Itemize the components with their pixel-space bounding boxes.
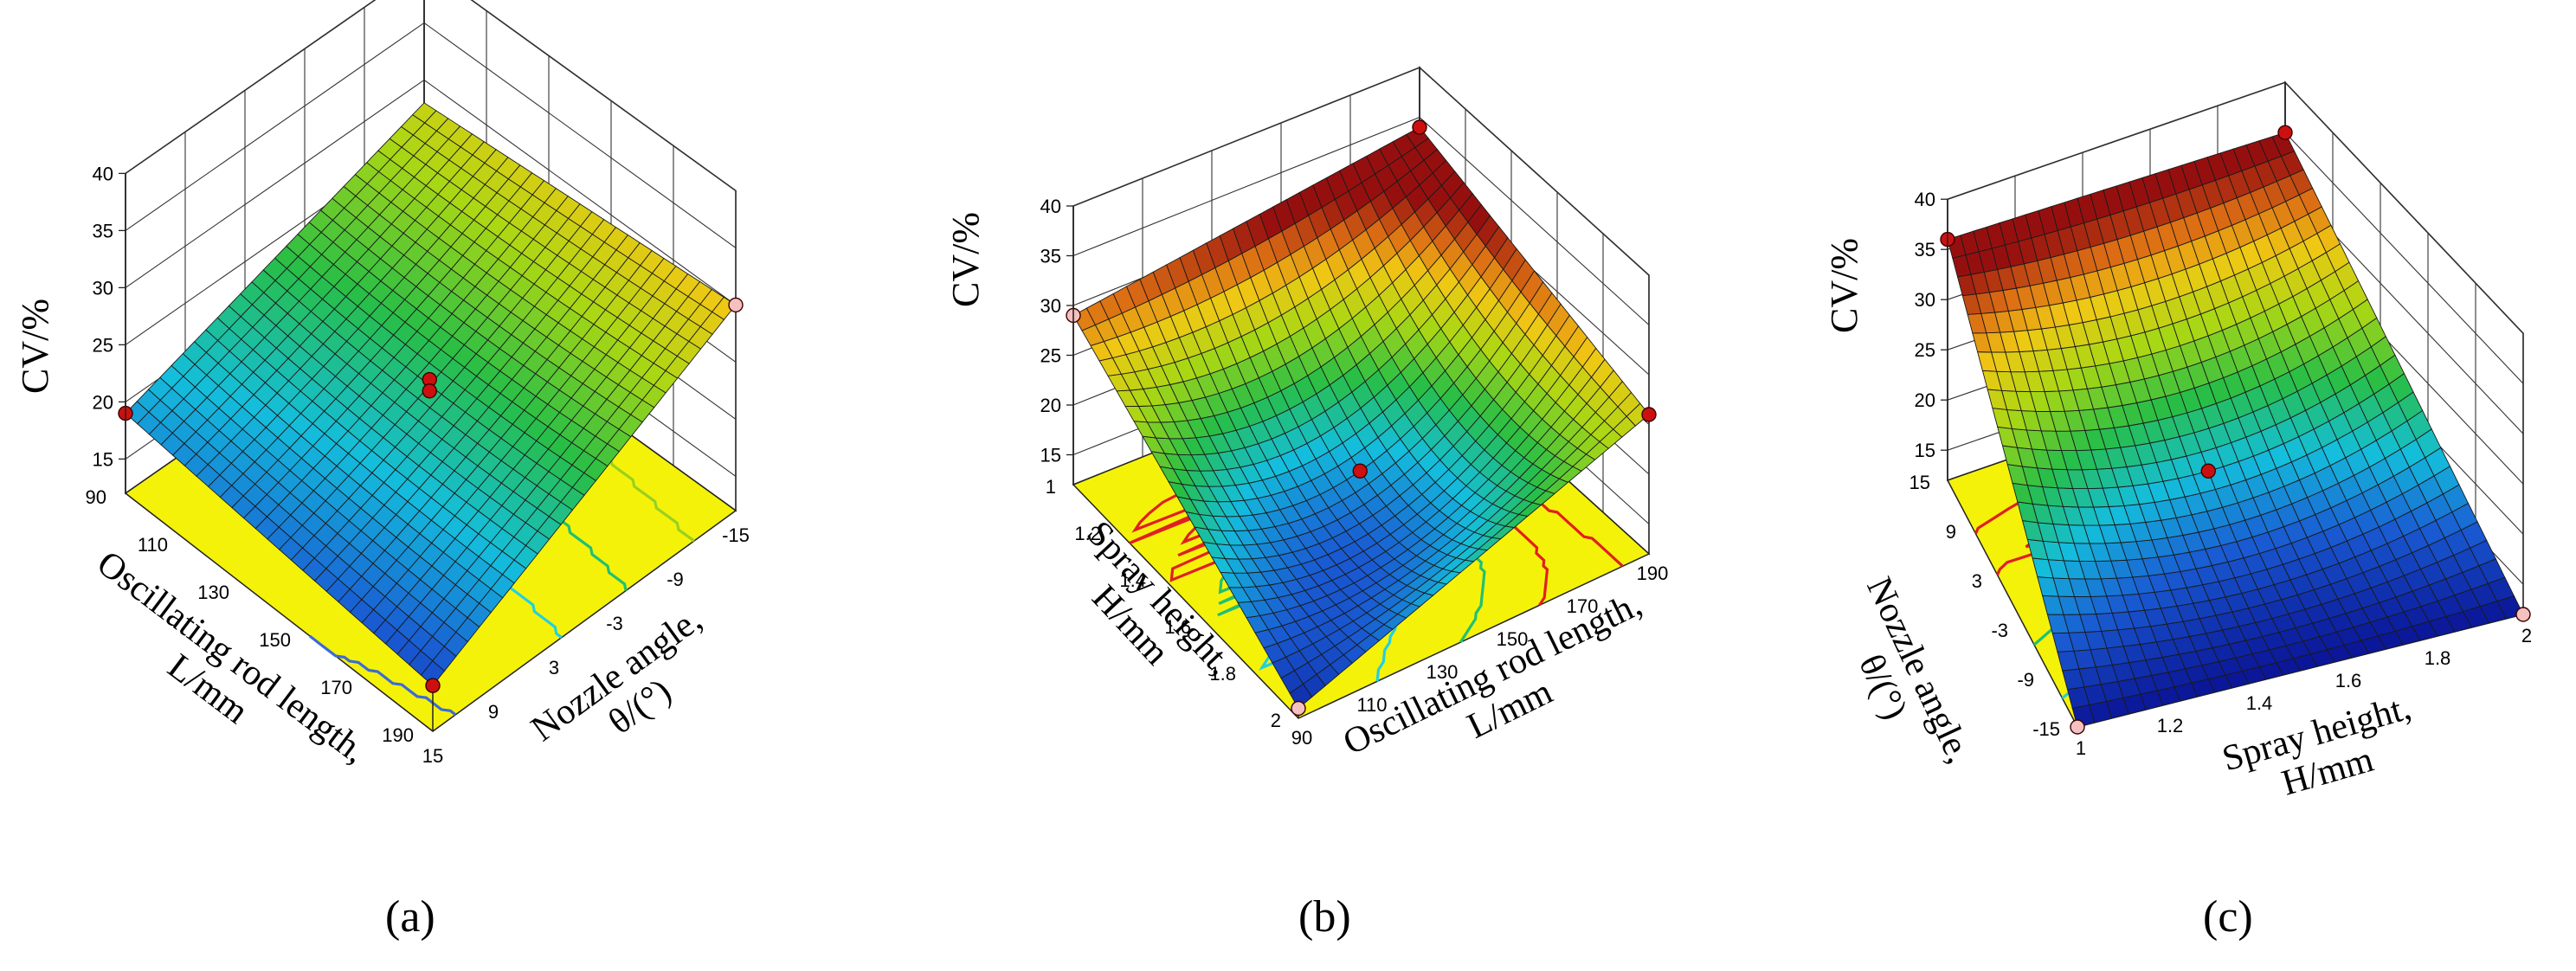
z-tick-label: 35	[1915, 239, 1935, 260]
x-tick-label: 1.8	[1209, 663, 1236, 685]
wall-gridline	[125, 22, 425, 231]
wall-gridline	[423, 22, 737, 248]
design-point	[2277, 125, 2293, 140]
design-point	[1641, 407, 1657, 422]
wall-gridline	[2284, 81, 2524, 334]
z-axis-label: CV/%	[1823, 238, 1865, 333]
design-point	[1412, 119, 1427, 135]
panel-label-b: (b)	[1298, 892, 1351, 942]
y-tick-label: 1	[2076, 737, 2086, 759]
z-tick-label: 35	[1040, 246, 1061, 267]
x-tick-label: -3	[1991, 620, 2008, 641]
y-tick-label: 1.4	[2246, 692, 2273, 714]
z-tick-label: 40	[1040, 196, 1061, 217]
y-tick-label: 170	[1567, 595, 1599, 617]
design-point	[2515, 607, 2531, 622]
z-tick-label: 30	[1040, 295, 1061, 317]
wall-gridline	[1419, 117, 1650, 325]
x-tick-label: 2	[1271, 710, 1281, 731]
x-axis-label: Nozzle angle,θ/(°)	[1822, 571, 1979, 786]
wall-gridline	[423, 79, 737, 305]
y-tick-label: 15	[422, 745, 443, 767]
y-tick-label: 190	[1637, 563, 1669, 584]
contour-line	[309, 634, 457, 717]
z-axis-label: CV/%	[14, 299, 56, 394]
y-tick-label: 90	[1291, 727, 1312, 749]
z-tick-label: 20	[1040, 395, 1061, 416]
x-tick-label: 130	[197, 582, 229, 603]
design-point	[1352, 463, 1368, 479]
x-tick-label: 110	[138, 534, 168, 556]
y-tick-label: -15	[722, 524, 750, 546]
y-tick-label: 130	[1426, 661, 1459, 683]
x-tick-label: 3	[1972, 570, 1982, 592]
x-tick-label: 170	[320, 677, 352, 698]
wall-gridline	[1072, 116, 1420, 257]
x-tick-label: 1	[1046, 476, 1056, 498]
x-tick-label: 1.2	[1074, 523, 1101, 544]
wall-gridline	[1947, 81, 2286, 200]
x-tick-label: 1.6	[1164, 616, 1191, 638]
y-tick-label: 2	[2521, 625, 2532, 646]
y-tick-label: 1.2	[2157, 715, 2184, 736]
z-axis-label: CV/%	[944, 212, 987, 307]
y-tick-label: -9	[667, 569, 684, 590]
y-tick-label: 110	[1356, 694, 1387, 716]
z-tick-label: 20	[1915, 389, 1935, 411]
design-point	[2200, 463, 2216, 479]
z-tick-label: 25	[1915, 339, 1935, 361]
z-tick-label: 15	[1040, 445, 1061, 466]
chart-panel-c: 15 20 25 30 35 40 CV/% 15 9 3 -3 -9 -15 1 1.2 1.4 1.6 1.8…	[1822, 80, 2532, 804]
wall-gridline	[1419, 67, 1650, 276]
design-point	[728, 297, 744, 313]
x-tick-label: 9	[1946, 521, 1956, 543]
x-tick-label: 15	[1909, 472, 1930, 493]
y-tick-label: -3	[606, 613, 623, 634]
z-tick-label: 30	[93, 277, 113, 299]
wall-gridline	[1072, 67, 1420, 207]
x-tick-label: 1.4	[1119, 569, 1146, 591]
y-tick-label: 1.6	[2335, 670, 2362, 691]
y-tick-label: 3	[549, 657, 559, 678]
design-point	[1291, 700, 1306, 717]
z-tick-label: 40	[93, 163, 113, 184]
wall-gridline	[470, 0, 737, 191]
panel-label-c: (c)	[2203, 892, 2253, 942]
x-tick-label: 150	[259, 629, 291, 651]
y-tick-label: 9	[488, 701, 499, 723]
design-point	[2070, 719, 2085, 735]
x-tick-label: 90	[86, 486, 106, 508]
z-tick-label: 20	[93, 391, 113, 413]
y-tick-label: 1.8	[2425, 647, 2451, 669]
z-tick-label: 25	[1040, 345, 1061, 367]
x-tick-label: -15	[2032, 718, 2060, 740]
design-point	[425, 678, 441, 693]
design-point	[422, 383, 437, 399]
y-tick-label: 150	[1497, 628, 1529, 650]
chart-panel-a: 15 20 25 30 35 40 CV/% 90 110 130 150 170 190 15 9 3 -3 -…	[14, 0, 750, 771]
surface-cell	[412, 102, 437, 124]
z-tick-label: 15	[93, 448, 113, 470]
wall-gridline	[2284, 132, 2524, 384]
panel-label-a: (a)	[385, 892, 435, 942]
x-tick-label: -9	[2017, 669, 2034, 691]
wall-gridline	[125, 0, 377, 174]
z-tick-label: 25	[93, 334, 113, 356]
z-tick-label: 15	[1915, 440, 1935, 461]
chart-panel-b: 15 20 25 30 35 40 CV/% 1 1.2 1.4 1.6 1.8 2 90 110 130 15…	[944, 66, 1669, 763]
z-tick-label: 35	[93, 220, 113, 241]
x-tick-label: 190	[382, 724, 414, 746]
z-tick-label: 40	[1915, 189, 1935, 210]
z-tick-label: 30	[1915, 289, 1935, 311]
wall-gridline	[125, 79, 425, 288]
